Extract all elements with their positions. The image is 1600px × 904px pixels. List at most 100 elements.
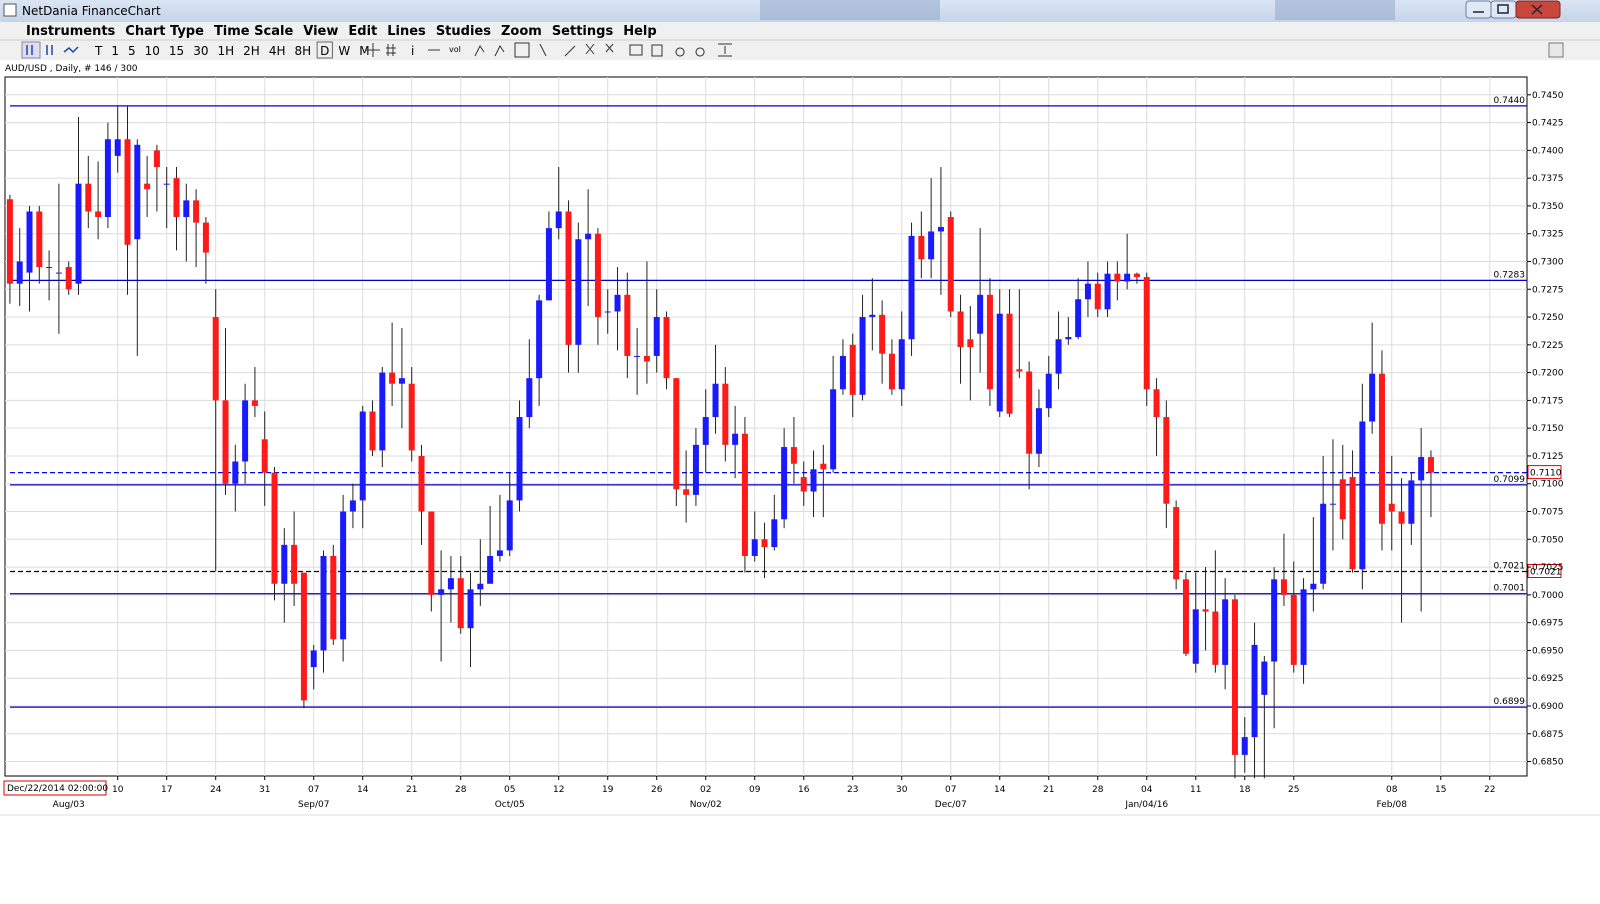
x-tick-label: 12 — [553, 785, 564, 795]
candle-body — [232, 461, 239, 484]
candle-body — [163, 183, 170, 185]
timeframe-button[interactable]: D — [320, 44, 329, 58]
tool-icons — [629, 43, 732, 57]
candle-body — [1065, 337, 1072, 340]
candle-body — [124, 139, 131, 245]
timeframe-button[interactable]: 2H — [243, 44, 260, 58]
tool-icon[interactable] — [26, 45, 79, 55]
candle-body — [1035, 408, 1042, 454]
timeframe-selected — [316, 41, 333, 59]
candle-body — [55, 272, 62, 274]
timeframe-button[interactable]: 30 — [193, 44, 208, 58]
candle-body — [712, 383, 719, 418]
candle-body — [1094, 283, 1101, 310]
tool-button[interactable]: vol — [449, 45, 461, 54]
candle-body — [1241, 737, 1248, 755]
candle-body — [46, 267, 53, 269]
x-tick-label: 21 — [1043, 785, 1054, 795]
timeframe-button[interactable]: 10 — [145, 44, 160, 58]
candle-body — [908, 235, 915, 340]
candle-body — [153, 150, 160, 168]
timeframe-button[interactable]: T — [94, 44, 103, 58]
candle-body — [65, 267, 72, 290]
tool-icons — [366, 42, 614, 58]
menu-item[interactable]: Zoom — [501, 24, 542, 39]
menu-item[interactable]: Instruments — [26, 24, 116, 39]
candle-body — [663, 317, 670, 379]
panel-button[interactable] — [1548, 42, 1564, 58]
candle-body — [1300, 589, 1307, 665]
candle-body — [75, 183, 82, 284]
candle-body — [888, 353, 895, 390]
y-tick-label: 0.6975 — [1532, 619, 1564, 629]
candle-body — [242, 400, 249, 462]
x-tick-label: 28 — [455, 785, 467, 795]
candle-body — [95, 211, 102, 218]
level-label: 0.7440 — [1494, 96, 1526, 106]
x-tick-label: 11 — [1190, 785, 1201, 795]
candle-body — [761, 539, 768, 548]
menu-item[interactable]: Time Scale — [214, 24, 294, 39]
toolbar — [0, 40, 1600, 60]
timeframe-button[interactable]: 15 — [169, 44, 184, 58]
menu-item[interactable]: Settings — [552, 24, 614, 39]
candle-body — [1388, 503, 1395, 512]
candle-body — [996, 313, 1003, 412]
candle-body — [1045, 373, 1052, 409]
candle-body — [604, 311, 611, 313]
candle-body — [928, 231, 935, 260]
timeframe-button[interactable]: W — [338, 44, 350, 58]
timeframe-button[interactable]: 4H — [269, 44, 286, 58]
tool-button[interactable]: i — [411, 44, 414, 58]
month-label: Nov/02 — [690, 800, 722, 810]
y-tick-label: 0.6875 — [1532, 730, 1564, 740]
menu-item[interactable]: Edit — [348, 24, 377, 39]
candle-body — [1075, 299, 1082, 338]
candle-body — [634, 355, 641, 357]
candle-body — [1055, 339, 1062, 374]
candle-body — [438, 589, 445, 595]
timeframe-button[interactable]: M — [359, 44, 369, 58]
maximize-button[interactable] — [1490, 0, 1517, 19]
candle-body — [879, 314, 886, 354]
menu-item[interactable]: Help — [623, 24, 656, 39]
candle-body — [193, 200, 200, 223]
candle-body — [6, 199, 13, 284]
candle-body — [830, 389, 837, 470]
y-tick-label: 0.7325 — [1532, 230, 1564, 240]
y-tick-label: 0.7150 — [1532, 424, 1564, 434]
candle-body — [1124, 273, 1131, 282]
timeframe-button[interactable]: 8H — [294, 44, 311, 58]
timeframe-button[interactable]: 1H — [217, 44, 234, 58]
candle-body — [1329, 503, 1336, 505]
minimize-button[interactable] — [1465, 0, 1492, 19]
candle-body — [957, 311, 964, 348]
y-tick-label: 0.7100 — [1532, 480, 1564, 490]
candle-body — [506, 500, 513, 551]
timeframe-button[interactable]: 5 — [128, 44, 136, 58]
menu-item[interactable]: Lines — [387, 24, 426, 39]
menu-item[interactable]: Chart Type — [125, 24, 204, 39]
candle-body — [457, 578, 464, 629]
candle-body — [918, 235, 925, 260]
candle-body — [359, 411, 366, 501]
candle-body — [183, 200, 190, 218]
candle-body — [1359, 421, 1366, 570]
menu-item[interactable]: Studies — [436, 24, 491, 39]
price-box-label: 0.7021 — [1530, 568, 1562, 578]
candle-body — [1202, 609, 1209, 612]
y-tick-label: 0.6850 — [1532, 758, 1564, 768]
level-label: 0.7021 — [1494, 562, 1526, 572]
candle-body — [36, 211, 43, 268]
tool-button[interactable] — [21, 41, 41, 59]
candle-body — [173, 178, 180, 218]
candle-body — [1427, 457, 1434, 473]
start-date-box — [3, 780, 107, 796]
menu-item[interactable]: View — [303, 24, 338, 39]
x-tick-label: 14 — [994, 785, 1006, 795]
candle-body — [781, 447, 788, 520]
candle-body — [722, 383, 729, 445]
timeframe-button[interactable]: 1 — [111, 44, 119, 58]
candle-body — [349, 500, 356, 512]
candle-body — [732, 433, 739, 445]
